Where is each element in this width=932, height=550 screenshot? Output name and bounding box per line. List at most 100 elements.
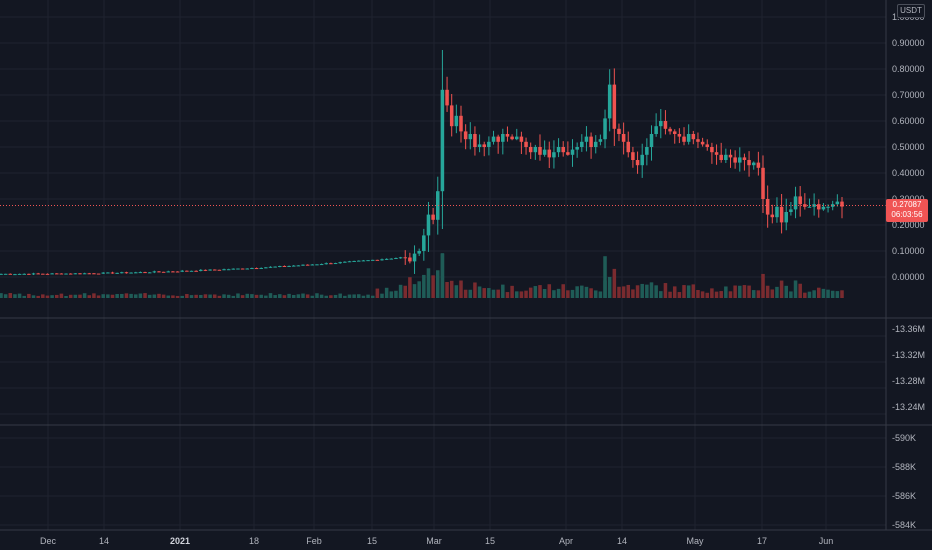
currency-badge[interactable]: USDT	[897, 4, 925, 18]
candle-body	[115, 272, 119, 274]
volume-bar	[250, 294, 254, 298]
candle-body	[747, 160, 751, 166]
volume-bar	[519, 291, 524, 298]
candle-body	[222, 269, 226, 271]
volume-bar	[208, 294, 212, 298]
volume-bar	[175, 295, 180, 298]
volume-bar	[612, 268, 617, 298]
candle-body	[635, 160, 640, 166]
volume-bar	[463, 289, 468, 298]
volume-bar	[185, 294, 189, 298]
candle-body	[282, 265, 287, 267]
volume-bar	[268, 293, 273, 298]
candle-body	[696, 139, 700, 142]
candle-body	[403, 257, 408, 259]
candle-body	[510, 136, 514, 140]
volume-bar	[343, 295, 347, 298]
candle-body	[96, 273, 101, 275]
price-tick-label: 0.10000	[892, 246, 925, 256]
volume-bar	[3, 294, 8, 298]
volume-bar	[654, 285, 658, 298]
volume-bar	[714, 291, 719, 298]
candle-body	[254, 268, 259, 270]
volume-bar	[161, 294, 166, 298]
price-tick-label: 0.90000	[892, 38, 925, 48]
candle-body	[705, 144, 710, 147]
candle-body	[584, 136, 589, 142]
candle-body	[180, 270, 184, 272]
candle-body	[798, 196, 802, 205]
candle-body	[194, 270, 198, 272]
volume-bar	[435, 270, 440, 298]
volume-bar	[412, 284, 417, 298]
indicator-axis-1[interactable]: -13.36M -13.32M -13.28M -13.24M	[892, 324, 925, 412]
candle-body	[101, 272, 105, 274]
candle-body	[157, 271, 161, 273]
candle-body	[552, 152, 556, 158]
candle-body	[78, 273, 82, 275]
volume-bar	[305, 294, 310, 298]
volume-bar	[226, 294, 231, 298]
candle-body	[640, 154, 644, 166]
candle-body	[821, 206, 826, 210]
candle-body	[199, 269, 203, 271]
candle-body	[338, 262, 342, 264]
indicator1-tick-label: -13.36M	[892, 324, 925, 334]
indicator2-tick-label: -590K	[892, 433, 916, 443]
volume-bar	[199, 294, 203, 298]
volume-peak-bar	[603, 256, 607, 298]
volume-bar	[473, 282, 477, 298]
candle-body	[185, 270, 189, 272]
volume-bar	[826, 289, 830, 298]
time-tick-label: 2021	[170, 536, 190, 546]
candle-body	[152, 271, 157, 273]
volume-bar	[821, 288, 826, 298]
volume-bar	[682, 285, 686, 298]
candle-body	[570, 149, 575, 155]
candle-body	[426, 214, 431, 236]
candle-body	[598, 139, 603, 142]
candle-body	[3, 273, 8, 275]
time-tick-label: 17	[757, 536, 767, 546]
indicator-axis-2[interactable]: -590K -588K -586K -584K	[892, 433, 916, 530]
time-tick-label: Apr	[559, 536, 573, 546]
volume-bar	[677, 292, 682, 298]
candle-body	[147, 272, 152, 274]
candle-body	[649, 134, 654, 147]
volume-bar	[17, 293, 22, 298]
volume-bar	[817, 287, 821, 298]
candle-body	[528, 147, 533, 153]
volume-bar	[59, 293, 64, 298]
volume-bar	[68, 294, 73, 298]
volume-bar	[742, 285, 747, 298]
volume-bar	[459, 280, 463, 298]
time-axis[interactable]: Dec 14 2021 18 Feb 15 Mar 15 Apr 14 May 17 Jun	[40, 536, 833, 546]
candle-body	[203, 269, 208, 271]
volume-bar	[324, 295, 329, 298]
volume-bar	[547, 284, 552, 298]
volume-bar	[770, 289, 775, 298]
volume-bar	[449, 280, 454, 298]
volume-bar	[830, 290, 835, 298]
volume-bar	[361, 295, 366, 298]
candle-body	[189, 270, 194, 272]
volume-bar	[370, 295, 375, 298]
candle-body	[357, 260, 361, 262]
candle-body	[92, 273, 96, 275]
volume-bar	[394, 290, 398, 298]
volume-bar	[593, 290, 598, 298]
candle-body	[231, 268, 236, 270]
candle-body	[422, 235, 426, 251]
candle-body	[826, 206, 830, 208]
candle-body	[784, 212, 789, 223]
volume-bar	[728, 291, 733, 298]
volume-bar	[273, 295, 277, 298]
candle-body	[835, 201, 840, 205]
volume-bar	[203, 294, 208, 298]
volume-bar	[27, 293, 31, 298]
volume-bar	[445, 281, 449, 298]
volume-bar	[31, 295, 36, 298]
price-axis[interactable]: 1.000000.900000.800000.700000.600000.500…	[892, 12, 925, 282]
candle-body	[82, 273, 87, 275]
